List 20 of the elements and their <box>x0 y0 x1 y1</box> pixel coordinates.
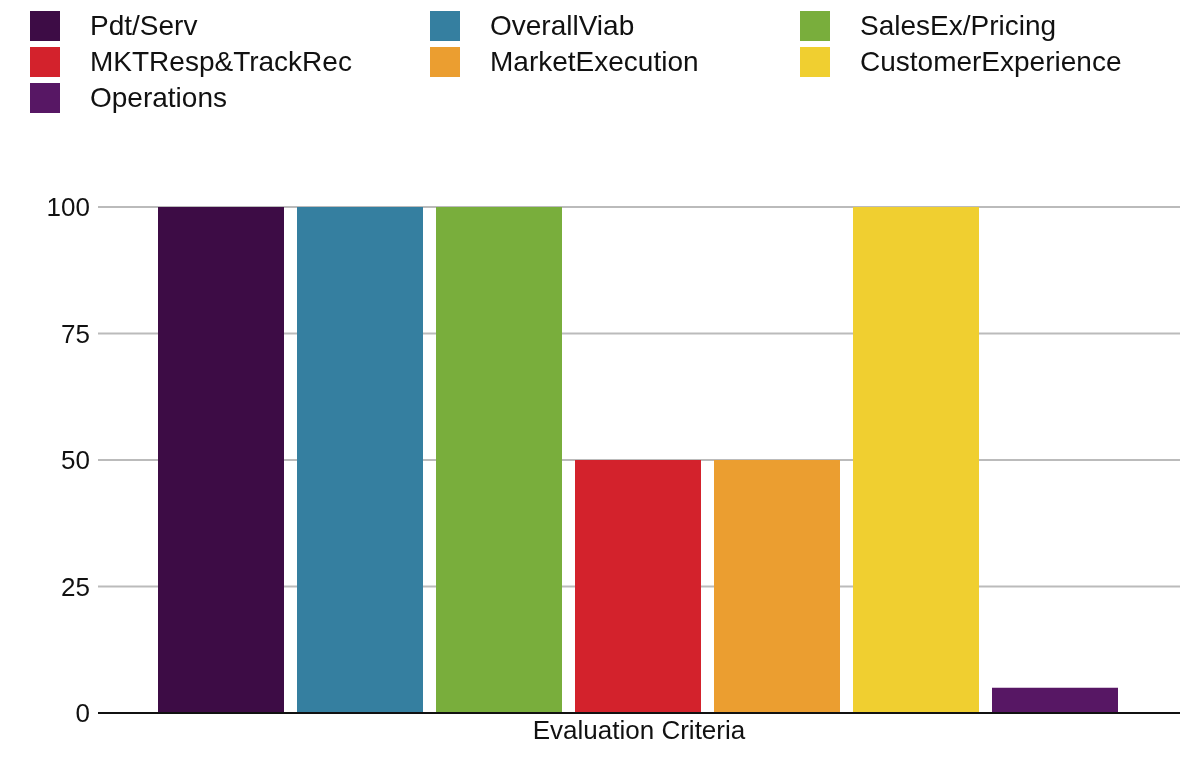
y-tick-label: 50 <box>61 445 90 476</box>
bar <box>853 207 979 713</box>
bar <box>992 687 1118 713</box>
legend-label: SalesEx/Pricing <box>860 10 1057 42</box>
bar <box>297 207 423 713</box>
legend-label: OverallViab <box>490 10 635 42</box>
legend-label: MarketExecution <box>490 46 699 78</box>
y-tick-label: 100 <box>46 192 90 223</box>
x-tick-label: Evaluation Criteria <box>532 715 746 746</box>
legend-label: Operations <box>90 82 227 114</box>
bar <box>714 460 840 713</box>
bar <box>575 460 701 713</box>
y-tick-label: 25 <box>61 571 90 602</box>
y-tick-label: 0 <box>75 698 90 729</box>
legend-label: Pdt/Serv <box>90 10 198 42</box>
bar <box>158 207 284 713</box>
legend-label: CustomerExperience <box>860 46 1122 78</box>
bar <box>436 207 562 713</box>
legend-label: MKTResp&TrackRec <box>90 46 352 78</box>
y-tick-label: 75 <box>61 318 90 349</box>
